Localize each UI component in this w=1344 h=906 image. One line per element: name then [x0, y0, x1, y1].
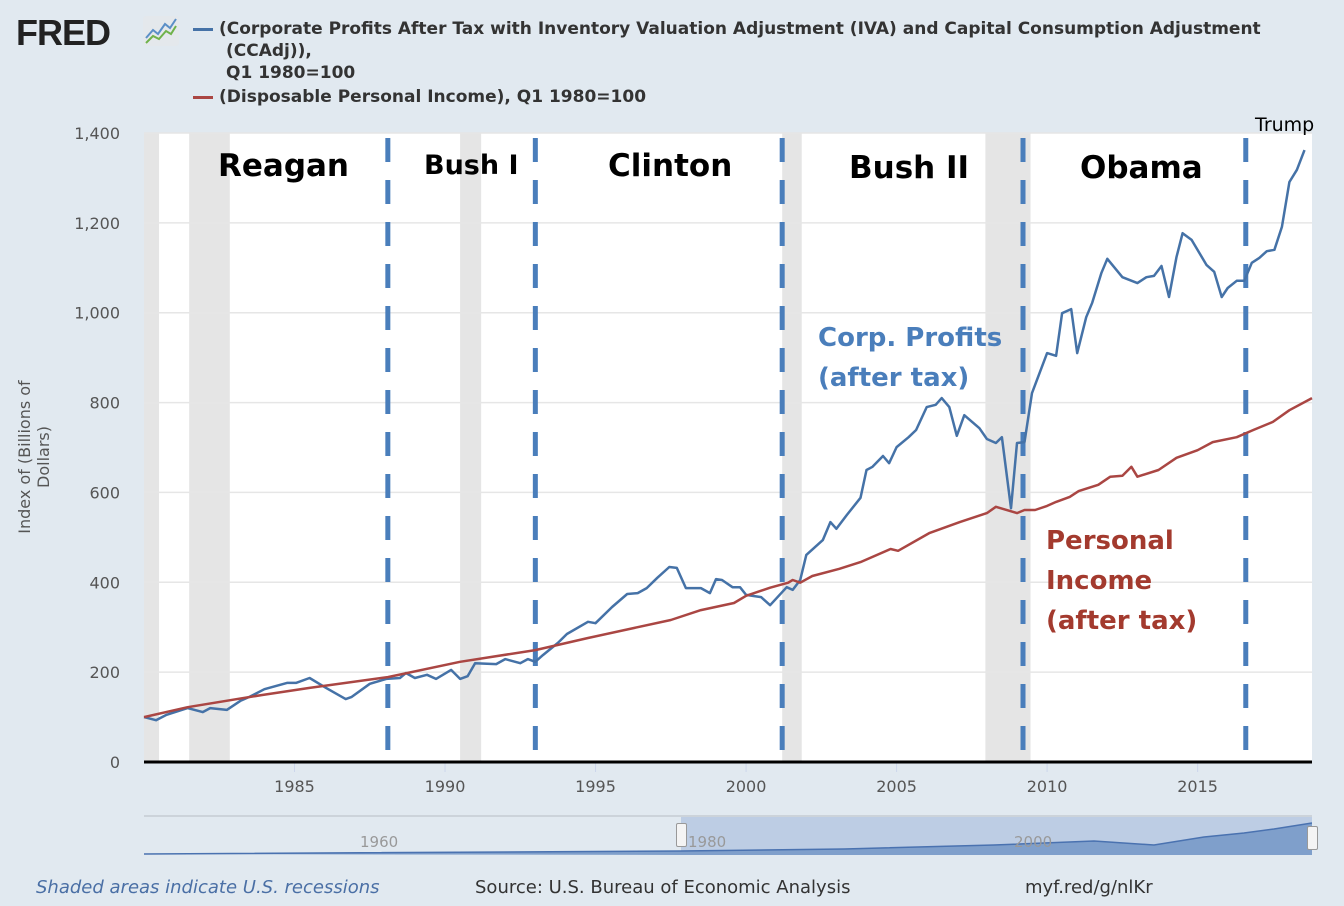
recession-band	[144, 133, 160, 762]
series-line-disposable-income	[143, 396, 1313, 719]
annotation-line: (after tax)	[818, 363, 970, 393]
y-tick-label: 1,000	[74, 304, 120, 323]
recession-band	[782, 133, 802, 762]
y-tick-label: 800	[89, 394, 120, 413]
term-label-trump: Trump	[1255, 114, 1315, 136]
y-tick-label: 400	[89, 573, 120, 592]
recession-note-link[interactable]: Shaded areas indicate U.S. recessions	[36, 877, 380, 898]
source-text: Source: U.S. Bureau of Economic Analysis	[475, 877, 851, 898]
legend-label: (Disposable Personal Income), Q1 1980=10…	[219, 87, 647, 107]
term-label-reagan: Reagan	[218, 148, 349, 184]
term-label-bush-i: Bush I	[424, 150, 519, 181]
navigator-label: 1980	[688, 833, 727, 851]
y-tick-label: 1,400	[74, 124, 120, 143]
y-tick-label: 200	[89, 663, 120, 682]
term-label-bush-ii: Bush II	[849, 150, 970, 186]
x-tick-label: 2010	[1027, 777, 1068, 796]
navigator-left-handle[interactable]	[676, 823, 687, 847]
legend-item-corporate-profits[interactable]: (Corporate Profits After Tax with Invent…	[193, 18, 1261, 84]
x-tick-label: 2005	[876, 777, 917, 796]
legend-item-disposable-income[interactable]: (Disposable Personal Income), Q1 1980=10…	[193, 86, 646, 108]
term-label-obama: Obama	[1080, 150, 1203, 186]
navigator-label: 1960	[360, 833, 399, 851]
plot-background	[144, 133, 1312, 762]
chart-plot: 0 200 400 600 800 1,000 1,200 1,400 1985 1990 1995…	[74, 124, 1313, 796]
y-tick-label: 600	[89, 483, 120, 502]
x-tick-label: 1990	[425, 777, 466, 796]
fred-logo[interactable]: FRED	[16, 12, 111, 53]
y-tick-label: 1,200	[74, 214, 120, 233]
legend-label: (Corporate Profits After Tax with Invent…	[219, 19, 1261, 39]
x-tick-label: 1995	[575, 777, 616, 796]
x-tick-label: 2000	[726, 777, 767, 796]
term-label-clinton: Clinton	[608, 148, 733, 184]
short-link[interactable]: myf.red/g/nlKr	[1025, 877, 1153, 898]
legend-swatch-blue	[193, 27, 213, 31]
annotation-line: Personal	[1046, 526, 1174, 556]
annotation-corp-profits: Corp. Profits (after tax)	[818, 318, 1002, 398]
annotation-line: Corp. Profits	[818, 323, 1003, 353]
navigator-series	[144, 822, 1312, 855]
annotation-line: (after tax)	[1046, 606, 1198, 636]
series-line-corporate-profits	[143, 149, 1306, 722]
navigator-right-handle[interactable]	[1307, 826, 1318, 850]
chart-line-icon	[143, 16, 179, 46]
legend-label: (CCAdj)),	[226, 41, 312, 61]
navigator-label: 2000	[1014, 833, 1053, 851]
annotation-line: Income	[1046, 566, 1153, 596]
range-navigator[interactable]: 1960 1980 2000	[144, 815, 1318, 855]
x-tick-label: 1985	[274, 777, 315, 796]
recession-band	[460, 133, 482, 762]
legend-swatch-red	[193, 95, 213, 99]
y-tick-label: 0	[110, 753, 120, 772]
legend-label: Q1 1980=100	[226, 63, 356, 83]
annotation-personal-income: Personal Income (after tax)	[1046, 521, 1197, 641]
recession-band	[189, 133, 230, 762]
x-tick-label: 2015	[1177, 777, 1218, 796]
